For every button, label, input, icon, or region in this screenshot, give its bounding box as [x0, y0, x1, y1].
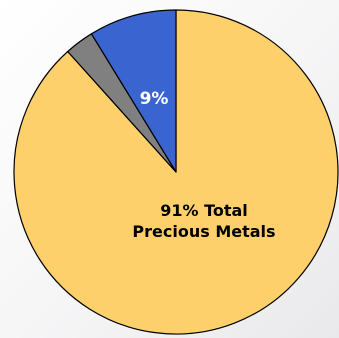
label-line: 9%	[140, 89, 169, 109]
pie-slices	[13, 9, 339, 335]
blue-slice	[90, 9, 177, 173]
label-line: Precious Metals	[132, 222, 275, 241]
blue-slice-label: 9%	[140, 89, 169, 109]
pie-labels: 91% Total Precious Metals 9%	[132, 89, 275, 241]
label-line: 91% Total	[160, 201, 248, 220]
precious-metals-slice-label: 91% Total Precious Metals	[132, 201, 275, 241]
